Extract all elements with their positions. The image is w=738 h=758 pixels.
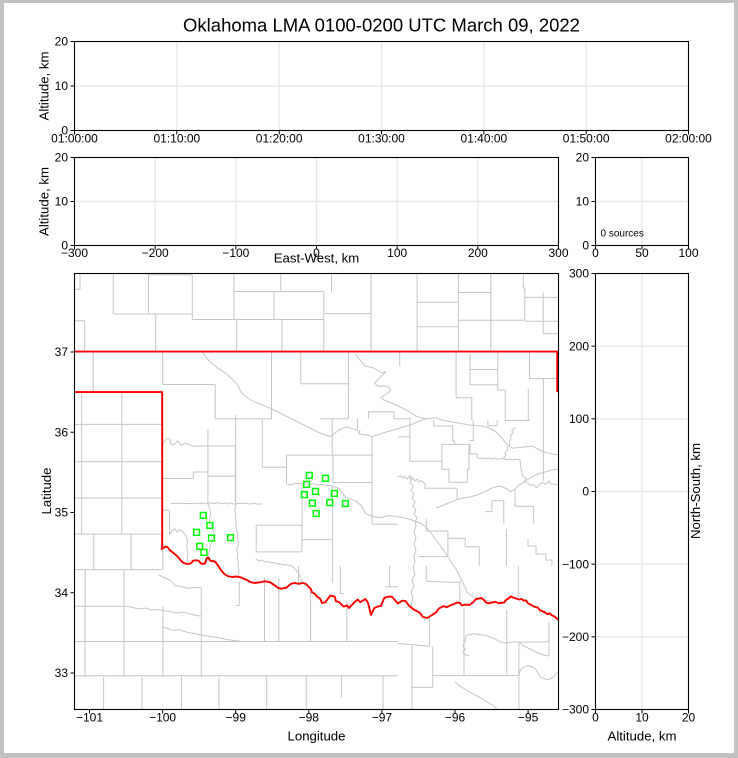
svg-text:34: 34 — [55, 586, 69, 600]
svg-text:01:10:00: 01:10:00 — [153, 132, 200, 146]
svg-text:−200: −200 — [562, 630, 589, 644]
svg-text:01:20:00: 01:20:00 — [256, 132, 303, 146]
svg-text:−100: −100 — [149, 711, 176, 725]
svg-text:50: 50 — [635, 246, 649, 260]
svg-text:300: 300 — [548, 246, 568, 260]
svg-text:100: 100 — [678, 246, 698, 260]
svg-text:0: 0 — [582, 239, 589, 253]
svg-text:10: 10 — [635, 711, 649, 725]
svg-text:0 sources: 0 sources — [601, 229, 644, 240]
svg-text:North-South, km: North-South, km — [688, 443, 703, 539]
svg-text:01:00:00: 01:00:00 — [51, 132, 98, 146]
svg-text:01:50:00: 01:50:00 — [563, 132, 610, 146]
svg-text:−300: −300 — [562, 703, 589, 717]
svg-text:−300: −300 — [61, 246, 88, 260]
svg-text:−98: −98 — [299, 711, 320, 725]
svg-text:35: 35 — [55, 506, 69, 520]
svg-text:East-West, km: East-West, km — [274, 251, 360, 266]
svg-text:Latitude: Latitude — [39, 468, 54, 515]
svg-text:Altitude, km: Altitude, km — [37, 52, 52, 121]
svg-text:0: 0 — [582, 485, 589, 499]
svg-text:20: 20 — [576, 151, 590, 165]
svg-text:20: 20 — [55, 151, 69, 165]
svg-text:37: 37 — [55, 345, 69, 359]
svg-text:−100: −100 — [222, 246, 249, 260]
svg-text:−97: −97 — [372, 711, 393, 725]
svg-text:20: 20 — [55, 35, 69, 49]
svg-text:100: 100 — [387, 246, 407, 260]
svg-text:36: 36 — [55, 425, 69, 439]
svg-text:10: 10 — [55, 79, 69, 93]
svg-text:200: 200 — [468, 246, 488, 260]
svg-text:−95: −95 — [518, 711, 539, 725]
svg-text:10: 10 — [576, 195, 590, 209]
svg-text:0: 0 — [592, 711, 599, 725]
svg-text:01:30:00: 01:30:00 — [358, 132, 405, 146]
svg-text:20: 20 — [682, 711, 696, 725]
svg-text:−96: −96 — [445, 711, 466, 725]
svg-text:0: 0 — [313, 246, 320, 260]
svg-text:Altitude, km: Altitude, km — [37, 167, 52, 236]
svg-text:10: 10 — [55, 195, 69, 209]
svg-text:−99: −99 — [226, 711, 247, 725]
svg-text:−100: −100 — [562, 557, 589, 571]
svg-text:0: 0 — [61, 239, 68, 253]
svg-text:100: 100 — [569, 412, 589, 426]
svg-text:−101: −101 — [76, 711, 103, 725]
svg-text:02:00:00: 02:00:00 — [665, 132, 712, 146]
svg-text:0: 0 — [61, 124, 68, 138]
svg-text:Longitude: Longitude — [288, 729, 346, 744]
svg-text:01:40:00: 01:40:00 — [460, 132, 507, 146]
svg-text:Oklahoma LMA 0100-0200 UTC Mar: Oklahoma LMA 0100-0200 UTC March 09, 202… — [183, 15, 580, 36]
svg-text:−200: −200 — [142, 246, 169, 260]
svg-text:200: 200 — [569, 339, 589, 353]
svg-text:0: 0 — [592, 246, 599, 260]
svg-text:300: 300 — [569, 267, 589, 281]
svg-text:Altitude, km: Altitude, km — [608, 729, 677, 744]
svg-text:33: 33 — [55, 666, 69, 680]
